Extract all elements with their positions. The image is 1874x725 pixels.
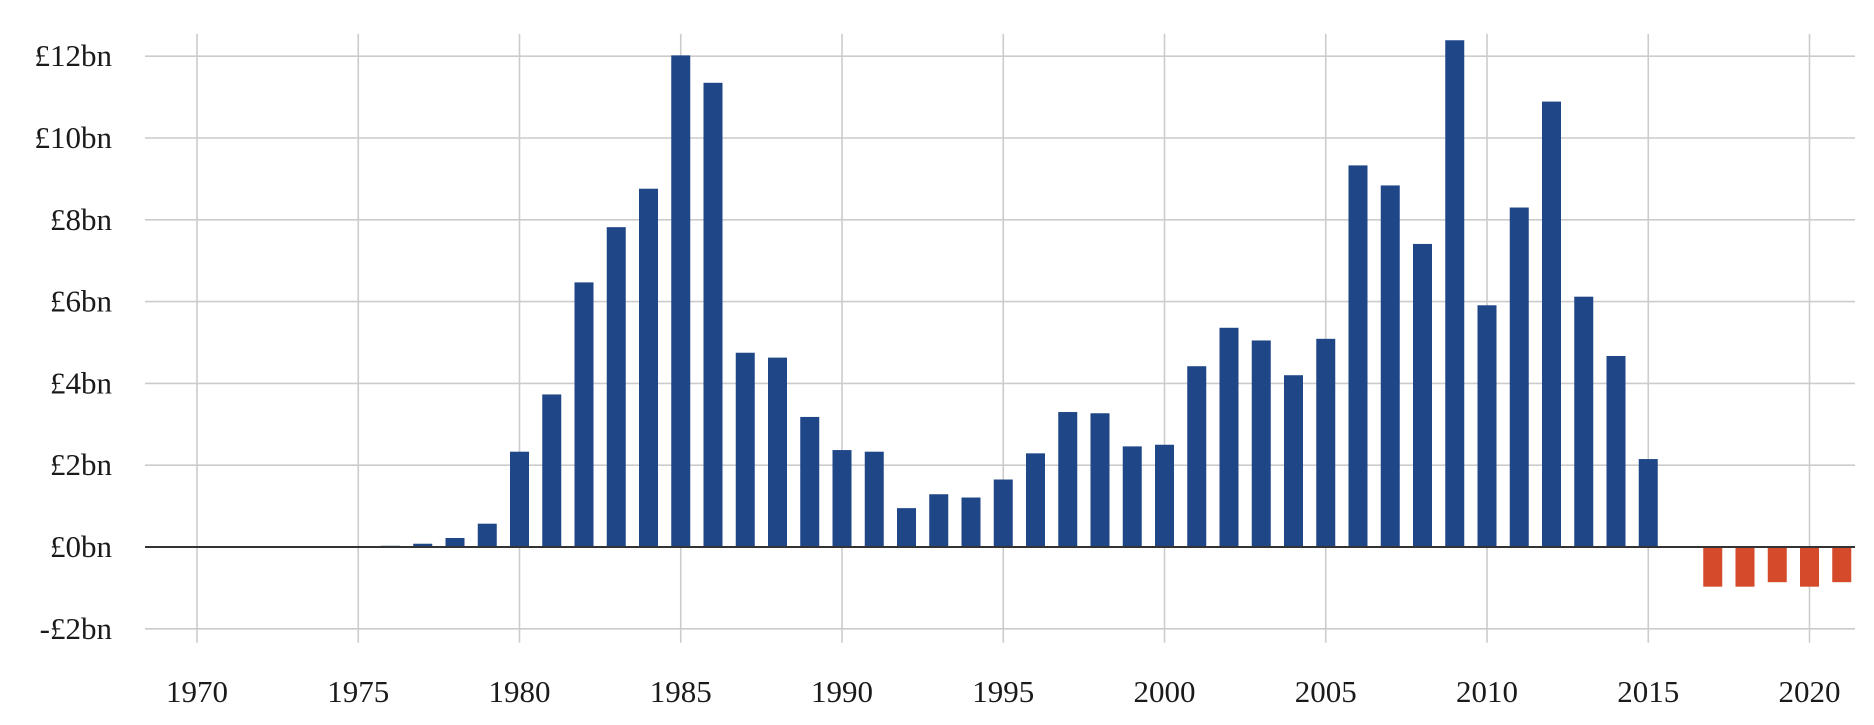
bar-1986 [703, 82, 723, 547]
x-tick-label: 2005 [1295, 674, 1357, 709]
y-tick-label: £4bn [50, 365, 113, 400]
bar-2005 [1316, 338, 1336, 547]
bar-1979 [477, 523, 497, 547]
y-tick-label: £8bn [50, 202, 113, 237]
bar-2011 [1509, 207, 1529, 547]
x-tick-label: 1985 [650, 674, 712, 709]
bar-1980 [510, 451, 529, 547]
bar-1977 [413, 543, 433, 547]
bar-1981 [542, 394, 562, 547]
bar-2014 [1606, 356, 1626, 547]
bar-1987 [735, 352, 755, 548]
bar-1992 [897, 508, 916, 547]
y-tick-label: £0bn [50, 529, 113, 564]
bar-1989 [800, 416, 820, 547]
bar-2008 [1413, 243, 1432, 547]
y-tick-label: £12bn [35, 38, 113, 73]
bar-1993 [929, 494, 949, 547]
y-tick-label: £10bn [35, 120, 113, 155]
x-gridlines [196, 33, 1811, 643]
bar-2002 [1219, 327, 1239, 547]
x-tick-label: 2020 [1779, 674, 1841, 709]
bar-1984 [639, 188, 658, 547]
bar-2007 [1380, 185, 1400, 547]
bar-1998 [1090, 413, 1110, 547]
bar-2004 [1284, 375, 1303, 547]
bar-1994 [961, 497, 981, 547]
bar-2015 [1638, 459, 1658, 547]
x-tick-label: 1970 [166, 674, 228, 709]
bar-1997 [1058, 412, 1078, 547]
bar-1995 [993, 479, 1013, 547]
x-tick-label: 2000 [1134, 674, 1196, 709]
bar-1988 [768, 357, 787, 547]
bar-2018 [1735, 547, 1755, 587]
bar-1978 [445, 538, 465, 547]
bar-series [348, 40, 1852, 587]
bar-2020 [1800, 547, 1819, 587]
bar-1991 [864, 451, 884, 547]
bar-1985 [671, 55, 691, 547]
x-tick-label: 1980 [489, 674, 551, 709]
bar-2013 [1574, 296, 1594, 547]
x-tick-label: 2015 [1617, 674, 1679, 709]
bar-2001 [1187, 366, 1207, 547]
bar-2003 [1251, 340, 1271, 547]
x-tick-label: 2010 [1456, 674, 1518, 709]
bar-2009 [1445, 40, 1465, 547]
y-tick-label: £2bn [50, 447, 113, 482]
y-tick-label: -£2bn [40, 611, 113, 646]
bar-1983 [606, 227, 626, 547]
bar-1982 [574, 282, 594, 547]
bar-2010 [1477, 305, 1497, 547]
x-axis-labels: 1970 1975 1980 1985 1990 1995 2000 2005 2010 2015… [166, 674, 1841, 709]
bar-1999 [1122, 446, 1142, 547]
bar-2017 [1703, 547, 1723, 587]
bar-2021 [1832, 547, 1852, 583]
bar-1990 [832, 450, 852, 547]
bar-2019 [1767, 547, 1787, 583]
y-gridlines [145, 55, 1855, 630]
x-tick-label: 1990 [811, 674, 873, 709]
bar-1996 [1026, 453, 1045, 547]
bar-2006 [1348, 165, 1368, 547]
bar-2000 [1155, 444, 1174, 547]
x-tick-label: 1975 [327, 674, 389, 709]
y-tick-label: £6bn [50, 284, 113, 319]
y-axis-labels: -£2bn £0bn £2bn £4bn £6bn £8bn £10bn £12bn [35, 38, 113, 646]
x-tick-label: 1995 [972, 674, 1034, 709]
bar-2012 [1542, 101, 1561, 547]
